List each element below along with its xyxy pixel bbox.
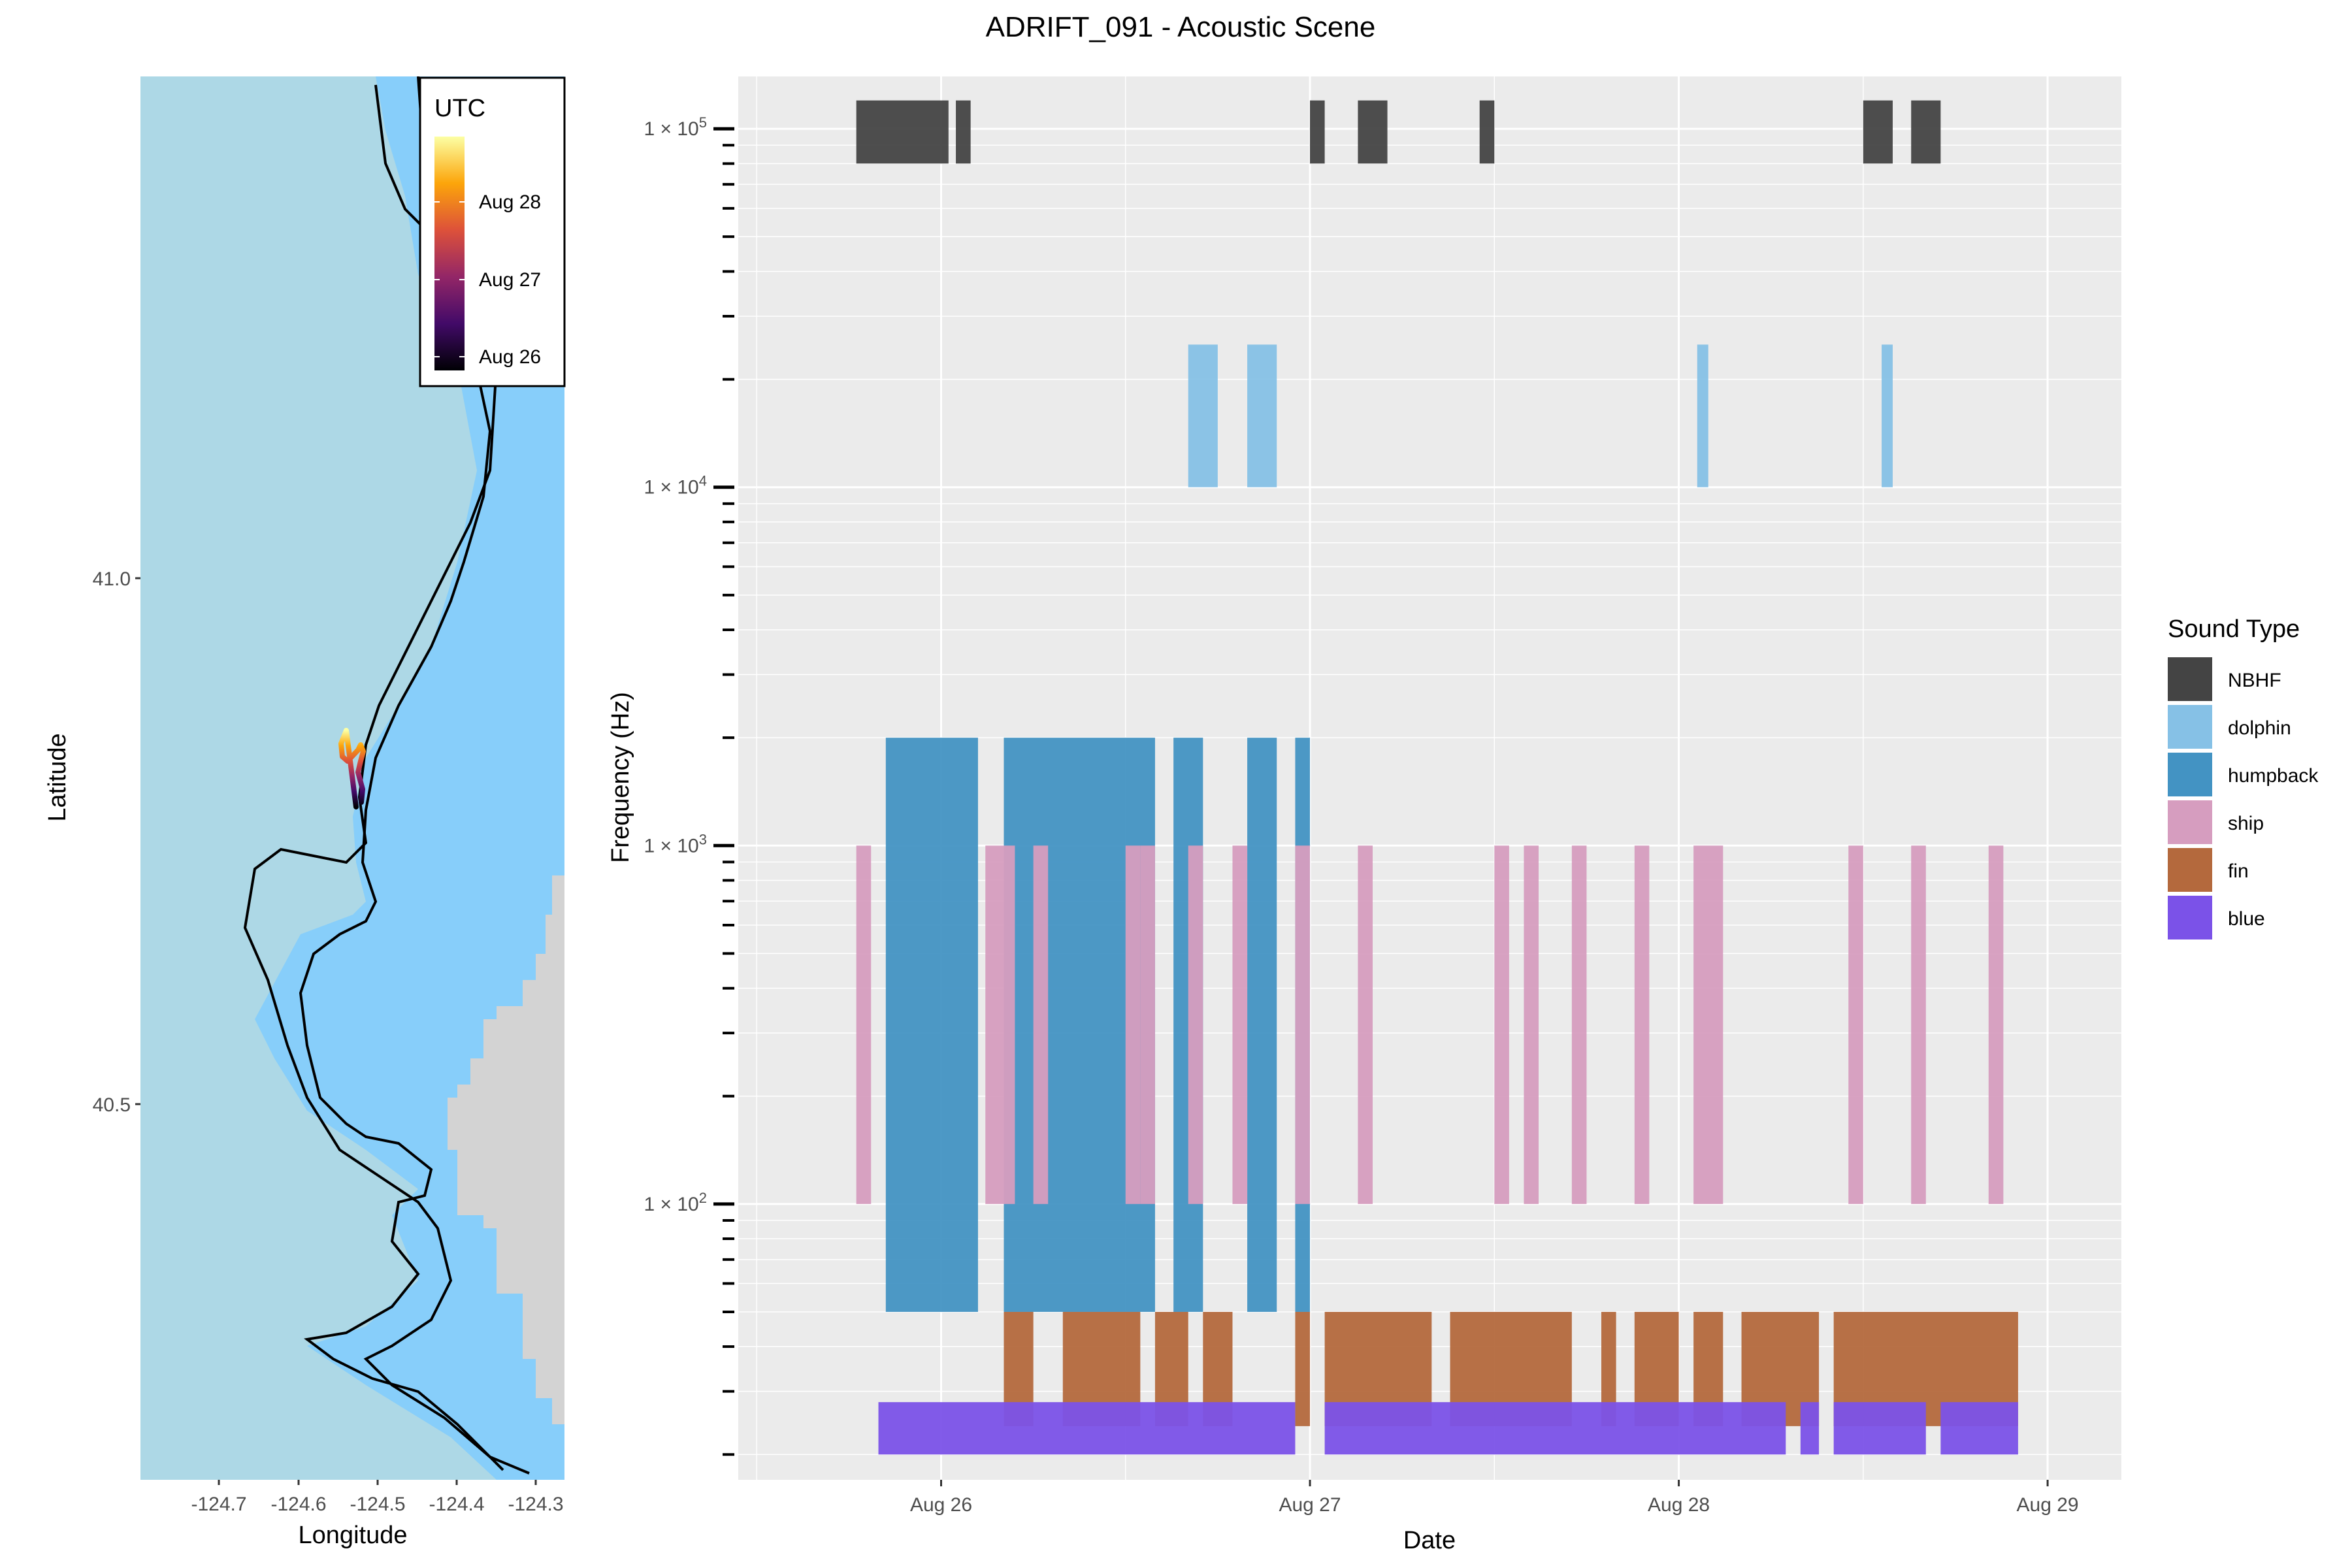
ship-detection-bar — [1571, 845, 1587, 1204]
map-x-tick-label: -124.4 — [429, 1494, 484, 1515]
map-x-tick-label: -124.7 — [191, 1494, 246, 1515]
ship-detection-bar — [1358, 845, 1373, 1204]
y-tick-label: 1 × 105 — [644, 114, 708, 140]
legend-key-nbhf — [2168, 657, 2212, 701]
legend-key-fin — [2168, 848, 2212, 892]
sound-type-legend: Sound Type NBHF dolphin humpback ship fin blu… — [2168, 615, 2319, 939]
legend-label-ship: ship — [2228, 813, 2264, 834]
x-tick-label: Aug 29 — [2017, 1494, 2079, 1516]
legend-label-humpback: humpback — [2228, 765, 2319, 787]
nbhf-detection-bar — [1358, 100, 1388, 164]
map-contour-deep — [243, 76, 530, 1475]
blue-detection-bar — [1940, 1402, 2018, 1455]
ship-detection-bar — [1693, 845, 1723, 1204]
humpback-detection-bar — [1247, 738, 1277, 1312]
legend-key-blue — [2168, 896, 2212, 939]
y-tick-label: 1 × 104 — [644, 473, 708, 498]
map-x-tick-label: -124.5 — [350, 1494, 405, 1515]
ship-detection-bar — [1524, 845, 1539, 1204]
ship-detection-bar — [1494, 845, 1509, 1204]
legend-label-nbhf: NBHF — [2228, 670, 2281, 691]
x-tick-label: Aug 27 — [1279, 1494, 1341, 1516]
ship-detection-bar — [1140, 845, 1155, 1204]
map-y-tick-label: 41.0 — [93, 568, 131, 590]
blue-detection-bar — [878, 1402, 1296, 1455]
blue-detection-bar — [1833, 1402, 1926, 1455]
legend-key-dolphin — [2168, 705, 2212, 749]
map-land — [448, 875, 564, 1424]
y-axis: 1 × 102 1 × 103 1 × 104 1 × 105 — [644, 114, 734, 1456]
utc-legend-label: Aug 27 — [479, 269, 541, 291]
y-tick-label: 1 × 102 — [644, 1190, 708, 1215]
sound-type-legend-title: Sound Type — [2168, 615, 2300, 643]
utc-legend-label: Aug 28 — [479, 191, 541, 213]
ship-detection-bar — [1033, 845, 1049, 1204]
nbhf-detection-bar — [1479, 100, 1495, 164]
legend-key-ship — [2168, 800, 2212, 844]
utc-colorbar — [434, 137, 465, 370]
y-axis-label: Frequency (Hz) — [607, 692, 634, 863]
y-tick-label: 1 × 103 — [644, 831, 708, 857]
nbhf-detection-bar — [956, 100, 971, 164]
nbhf-detection-bar — [1863, 100, 1893, 164]
nbhf-detection-bar — [856, 100, 949, 164]
legend-key-humpback — [2168, 753, 2212, 796]
map-panel: -124.7 -124.6 -124.5 -124.4 -124.3 Longi… — [44, 76, 566, 1549]
chart-title: ADRIFT_091 - Acoustic Scene — [986, 11, 1376, 43]
x-axis: Aug 26 Aug 27 Aug 28 Aug 29 — [910, 1480, 2079, 1516]
dolphin-detection-bar — [1188, 344, 1218, 487]
fin-detection-bar — [1601, 1311, 1616, 1426]
ship-detection-bar — [1634, 845, 1650, 1204]
nbhf-detection-bar — [1911, 100, 1941, 164]
blue-detection-bar — [1324, 1402, 1786, 1455]
map-x-axis: -124.7 -124.6 -124.5 -124.4 -124.3 Longi… — [191, 1480, 564, 1549]
legend-label-fin: fin — [2228, 860, 2249, 882]
drifter-track — [338, 728, 366, 809]
legend-label-dolphin: dolphin — [2228, 717, 2291, 739]
legend-label-blue: blue — [2228, 908, 2265, 930]
ship-detection-bar — [1911, 845, 1926, 1204]
ship-detection-bar — [1232, 845, 1248, 1204]
dolphin-detection-bar — [1247, 344, 1277, 487]
ship-detection-bar — [1295, 845, 1311, 1204]
dolphin-detection-bar — [1882, 344, 1893, 487]
map-contour-shallow — [299, 84, 504, 1471]
utc-legend: UTC Aug 28 Aug 27 Aug 26 — [419, 76, 566, 387]
utc-legend-label: Aug 26 — [479, 346, 541, 368]
blue-detection-bar — [1800, 1402, 1820, 1455]
fin-detection-bar — [1295, 1311, 1311, 1426]
map-y-axis: 41.0 40.5 Latitude — [44, 568, 140, 1116]
nbhf-detection-bar — [1310, 100, 1325, 164]
bars-layer — [856, 100, 2018, 1455]
ship-detection-bar — [1188, 845, 1203, 1204]
humpback-detection-bar — [885, 738, 978, 1312]
map-x-axis-label: Longitude — [299, 1522, 408, 1549]
map-y-tick-label: 40.5 — [93, 1094, 131, 1116]
map-x-tick-label: -124.6 — [270, 1494, 326, 1515]
utc-legend-title: UTC — [434, 95, 485, 122]
ship-detection-bar — [856, 845, 872, 1204]
ship-detection-bar — [1988, 845, 2004, 1204]
map-y-axis-label: Latitude — [44, 733, 71, 821]
x-tick-label: Aug 28 — [1648, 1494, 1710, 1516]
ship-detection-bar — [985, 845, 1015, 1204]
ship-detection-bar — [1125, 845, 1141, 1204]
ship-detection-bar — [1848, 845, 1863, 1204]
map-x-tick-label: -124.3 — [508, 1494, 563, 1515]
x-tick-label: Aug 26 — [910, 1494, 972, 1516]
dolphin-detection-bar — [1697, 344, 1708, 487]
x-axis-label: Date — [1403, 1527, 1456, 1554]
